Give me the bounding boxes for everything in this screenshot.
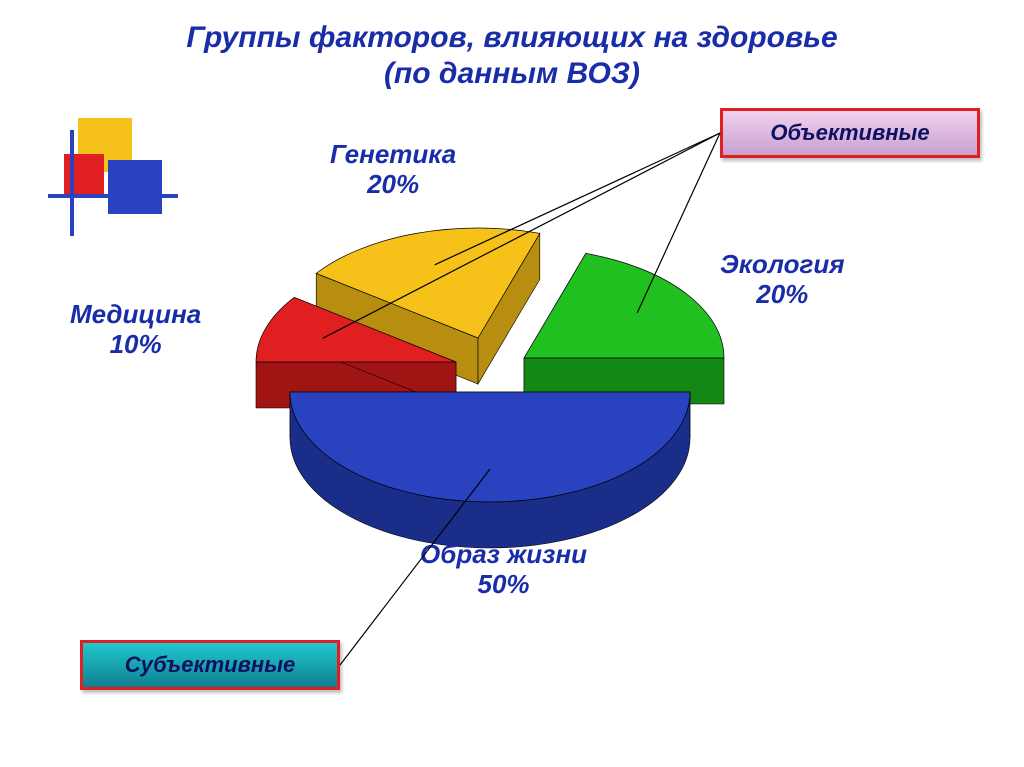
label-ecology: Экология 20%	[720, 250, 845, 310]
slice-ecology	[524, 253, 724, 404]
stage: { "title": { "text": "Группы факторов, в…	[0, 0, 1024, 767]
slice-lifestyle	[290, 392, 690, 548]
badge-subjective: Субъективные	[80, 640, 340, 690]
label-medicine: Медицина 10%	[70, 300, 201, 360]
label-lifestyle: Образ жизни 50%	[420, 540, 587, 600]
label-genetics: Генетика 20%	[330, 140, 456, 200]
badge-objective: Объективные	[720, 108, 980, 158]
